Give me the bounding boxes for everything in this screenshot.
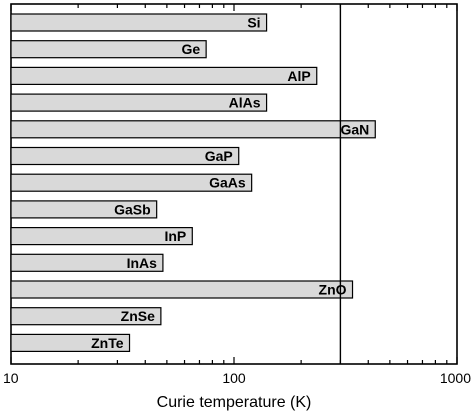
bar-label-inp: InP xyxy=(164,228,186,244)
bar-zno xyxy=(10,280,354,299)
bar-label-inas: InAs xyxy=(127,255,158,271)
bars-group: Si Ge AlP AlAs GaN GaP GaAs GaSb InP InAs ZnO ZnSe Z… xyxy=(10,13,376,352)
ticks-group: 10 100 1000 xyxy=(3,4,471,386)
bar-label-ge: Ge xyxy=(181,41,200,57)
bar-label-si: Si xyxy=(247,15,260,31)
bar-gan xyxy=(10,120,376,139)
bar-znte xyxy=(10,333,131,352)
bar-label-gaas: GaAs xyxy=(209,175,246,191)
bar-alas xyxy=(10,93,268,112)
bar-gasb xyxy=(10,200,158,219)
x-tick-label: 100 xyxy=(222,370,246,386)
bar-label-znse: ZnSe xyxy=(121,308,155,324)
x-tick-label: 1000 xyxy=(440,370,471,386)
bar-label-gasb: GaSb xyxy=(114,201,151,217)
bar-si xyxy=(10,13,268,32)
x-tick-label: 10 xyxy=(3,370,19,386)
bar-label-alp: AlP xyxy=(287,68,310,84)
bar-inas xyxy=(10,253,164,272)
bar-inp xyxy=(10,227,193,246)
bar-ge xyxy=(10,40,207,59)
bar-znse xyxy=(10,307,162,326)
bar-alp xyxy=(10,66,318,86)
bar-label-zno: ZnO xyxy=(319,282,347,298)
bar-label-znte: ZnTe xyxy=(91,335,124,351)
x-axis-title: Curie temperature (K) xyxy=(157,394,312,411)
bar-label-gan: GaN xyxy=(340,121,369,137)
bar-label-gap: GaP xyxy=(205,148,233,164)
bar-gaas xyxy=(10,173,253,192)
bar-gap xyxy=(10,146,240,166)
bar-label-alas: AlAs xyxy=(229,95,261,111)
